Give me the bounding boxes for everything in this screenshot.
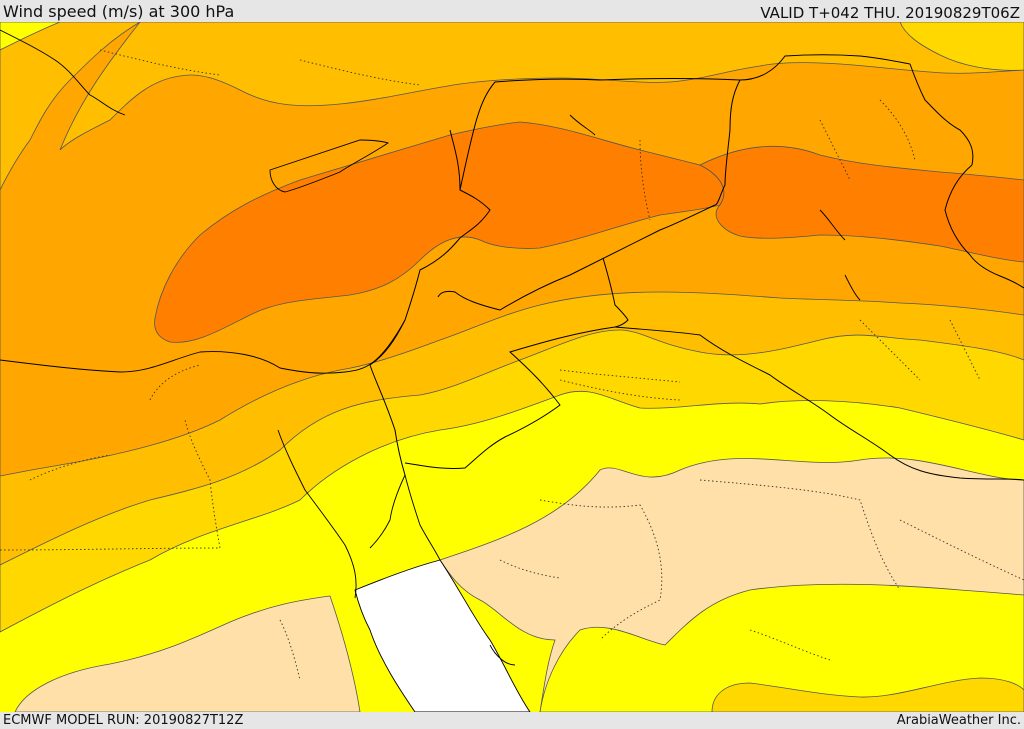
title-bar: Wind speed (m/s) at 300 hPa VALID T+042 … — [0, 0, 1024, 22]
province-borders — [0, 49, 1024, 681]
jet-core-west — [154, 121, 725, 343]
model-run-label: ECMWF MODEL RUN: 20190827T12Z — [3, 713, 244, 728]
chart-title: Wind speed (m/s) at 300 hPa — [3, 2, 235, 21]
map-canvas — [0, 22, 1024, 712]
band-gold-north — [899, 22, 1024, 71]
band-peach-west — [14, 595, 361, 712]
band-gold-patch — [711, 677, 1024, 712]
wind-speed-map — [0, 22, 1024, 712]
band-amber-north — [0, 22, 141, 191]
footer-bar: ECMWF MODEL RUN: 20190827T12Z ArabiaWeat… — [0, 712, 1024, 729]
coastlines — [0, 29, 861, 666]
band-orange — [0, 22, 1024, 477]
country-borders — [369, 54, 1024, 481]
red-sea — [354, 559, 531, 712]
valid-time-label: VALID T+042 THU. 20190829T06Z — [760, 4, 1020, 22]
jet-core-east — [699, 145, 1024, 263]
band-yellow-patch — [539, 583, 1024, 712]
band-yellow-northwest — [0, 22, 61, 51]
credit-label: ArabiaWeather Inc. — [896, 713, 1021, 728]
band-amber-north-strip — [59, 22, 1024, 151]
